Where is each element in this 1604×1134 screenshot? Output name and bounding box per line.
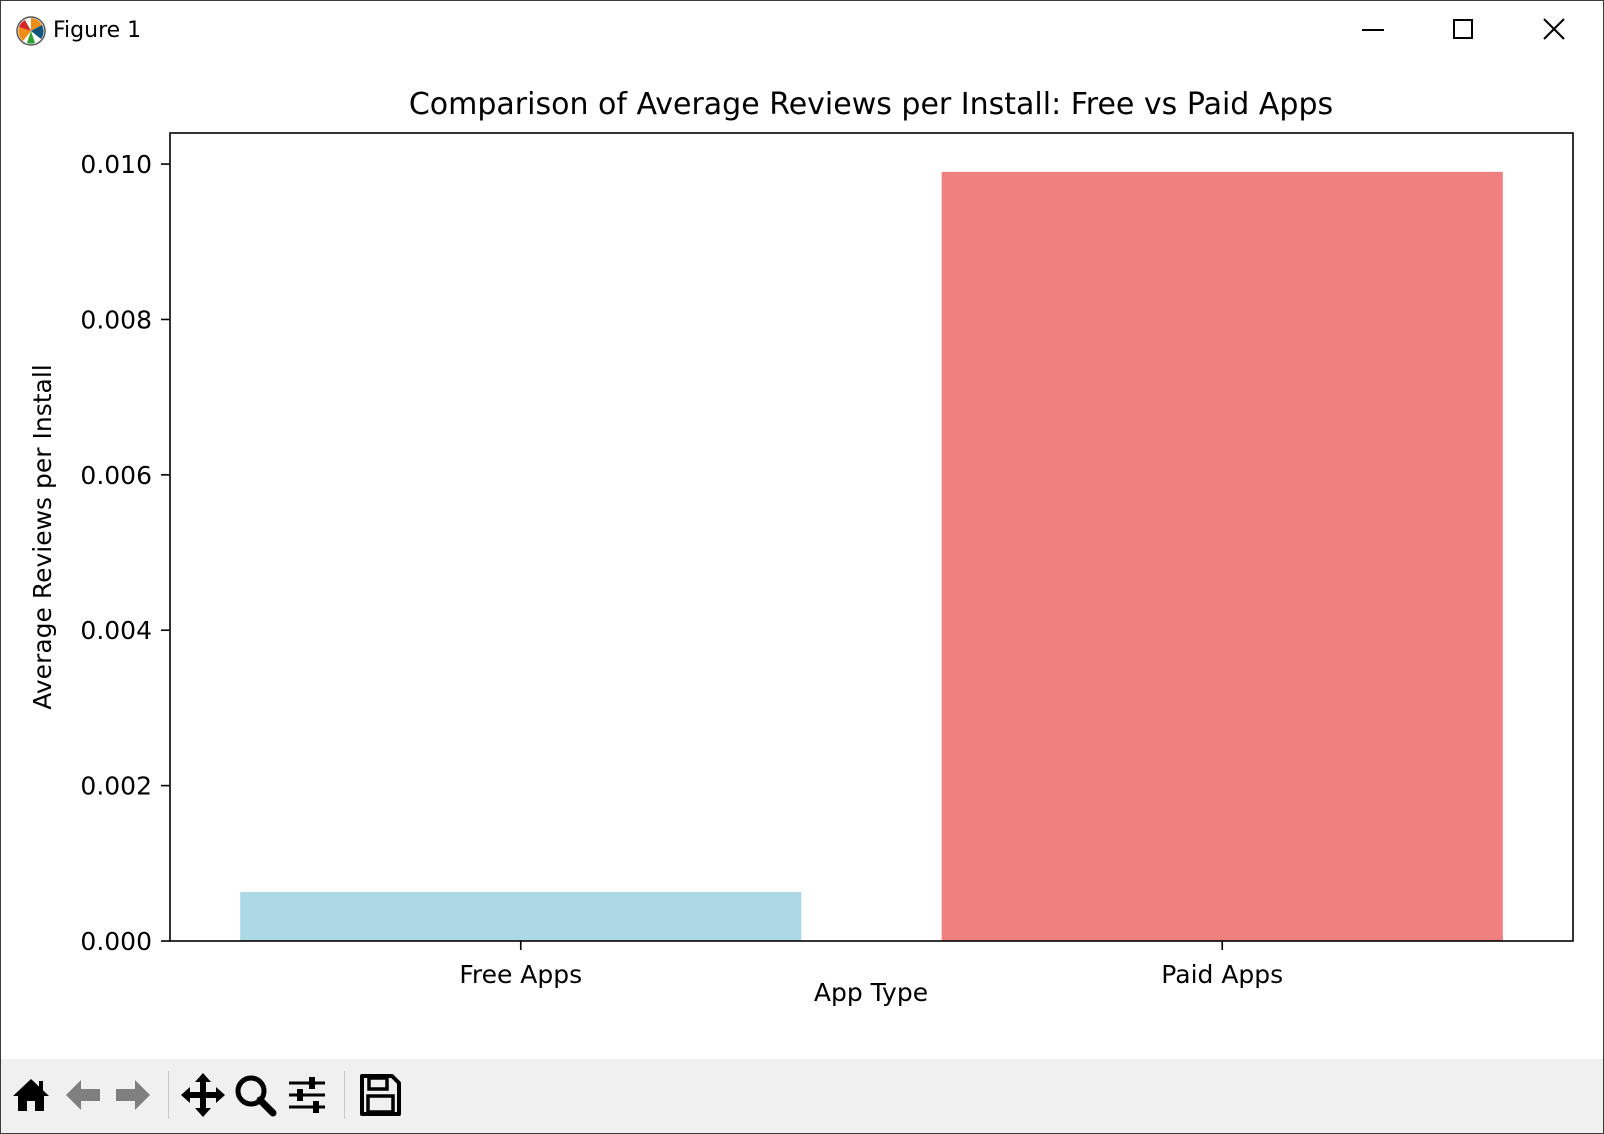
save-button[interactable] <box>356 1071 404 1119</box>
move-arrows-icon <box>181 1073 225 1117</box>
floppy-disk-icon <box>360 1074 401 1116</box>
bar-paid-apps <box>941 171 1503 941</box>
y-axis-ticks: 0.000 0.002 0.004 0.006 0.008 0.010 <box>80 150 170 956</box>
title-bar[interactable]: Figure 1 <box>1 1 1603 59</box>
forward-button[interactable] <box>109 1071 157 1119</box>
y-tick-label: 0.002 <box>80 772 152 801</box>
y-tick-label: 0.006 <box>80 461 152 490</box>
home-button[interactable] <box>7 1071 55 1119</box>
home-icon <box>13 1079 49 1111</box>
bars-layer <box>240 171 1503 941</box>
x-tick-label: Free Apps <box>459 960 582 989</box>
x-tick-label: Paid Apps <box>1161 960 1283 989</box>
y-tick-label: 0.004 <box>80 616 152 645</box>
navigation-toolbar <box>1 1059 1603 1133</box>
arrow-left-icon <box>66 1080 100 1110</box>
bar-free-apps <box>240 892 802 941</box>
bar-chart: 0.000 0.002 0.004 0.006 0.008 0.010 Free Apps… <box>28 87 1574 1007</box>
configure-subplots-button[interactable] <box>283 1071 331 1119</box>
matplotlib-logo-icon <box>15 15 47 47</box>
window-title: Figure 1 <box>53 18 142 43</box>
toolbar-separator <box>168 1071 169 1119</box>
back-button[interactable] <box>59 1071 107 1119</box>
magnifier-icon <box>235 1075 277 1117</box>
maximize-icon <box>1453 19 1473 39</box>
arrow-right-icon <box>116 1080 150 1110</box>
x-axis-ticks: Free Apps Paid Apps <box>459 941 1283 989</box>
figure-canvas[interactable]: 0.000 0.002 0.004 0.006 0.008 0.010 Free Apps… <box>1 59 1603 1059</box>
close-button[interactable] <box>1532 7 1578 53</box>
close-icon <box>1543 18 1565 40</box>
sliders-icon <box>289 1077 325 1113</box>
zoom-button[interactable] <box>231 1071 279 1119</box>
axes-frame <box>169 132 1574 942</box>
y-axis-label: Average Reviews per Install <box>28 364 57 710</box>
minimize-icon <box>1362 29 1384 31</box>
minimize-button[interactable] <box>1350 7 1396 53</box>
y-tick-label: 0.000 <box>80 927 152 956</box>
pan-button[interactable] <box>179 1071 227 1119</box>
x-axis-label: App Type <box>814 978 928 1007</box>
y-tick-label: 0.010 <box>80 150 152 179</box>
y-tick-label: 0.008 <box>80 305 152 334</box>
toolbar-separator <box>344 1071 345 1119</box>
chart-title: Comparison of Average Reviews per Instal… <box>409 87 1333 122</box>
maximize-button[interactable] <box>1441 7 1487 53</box>
